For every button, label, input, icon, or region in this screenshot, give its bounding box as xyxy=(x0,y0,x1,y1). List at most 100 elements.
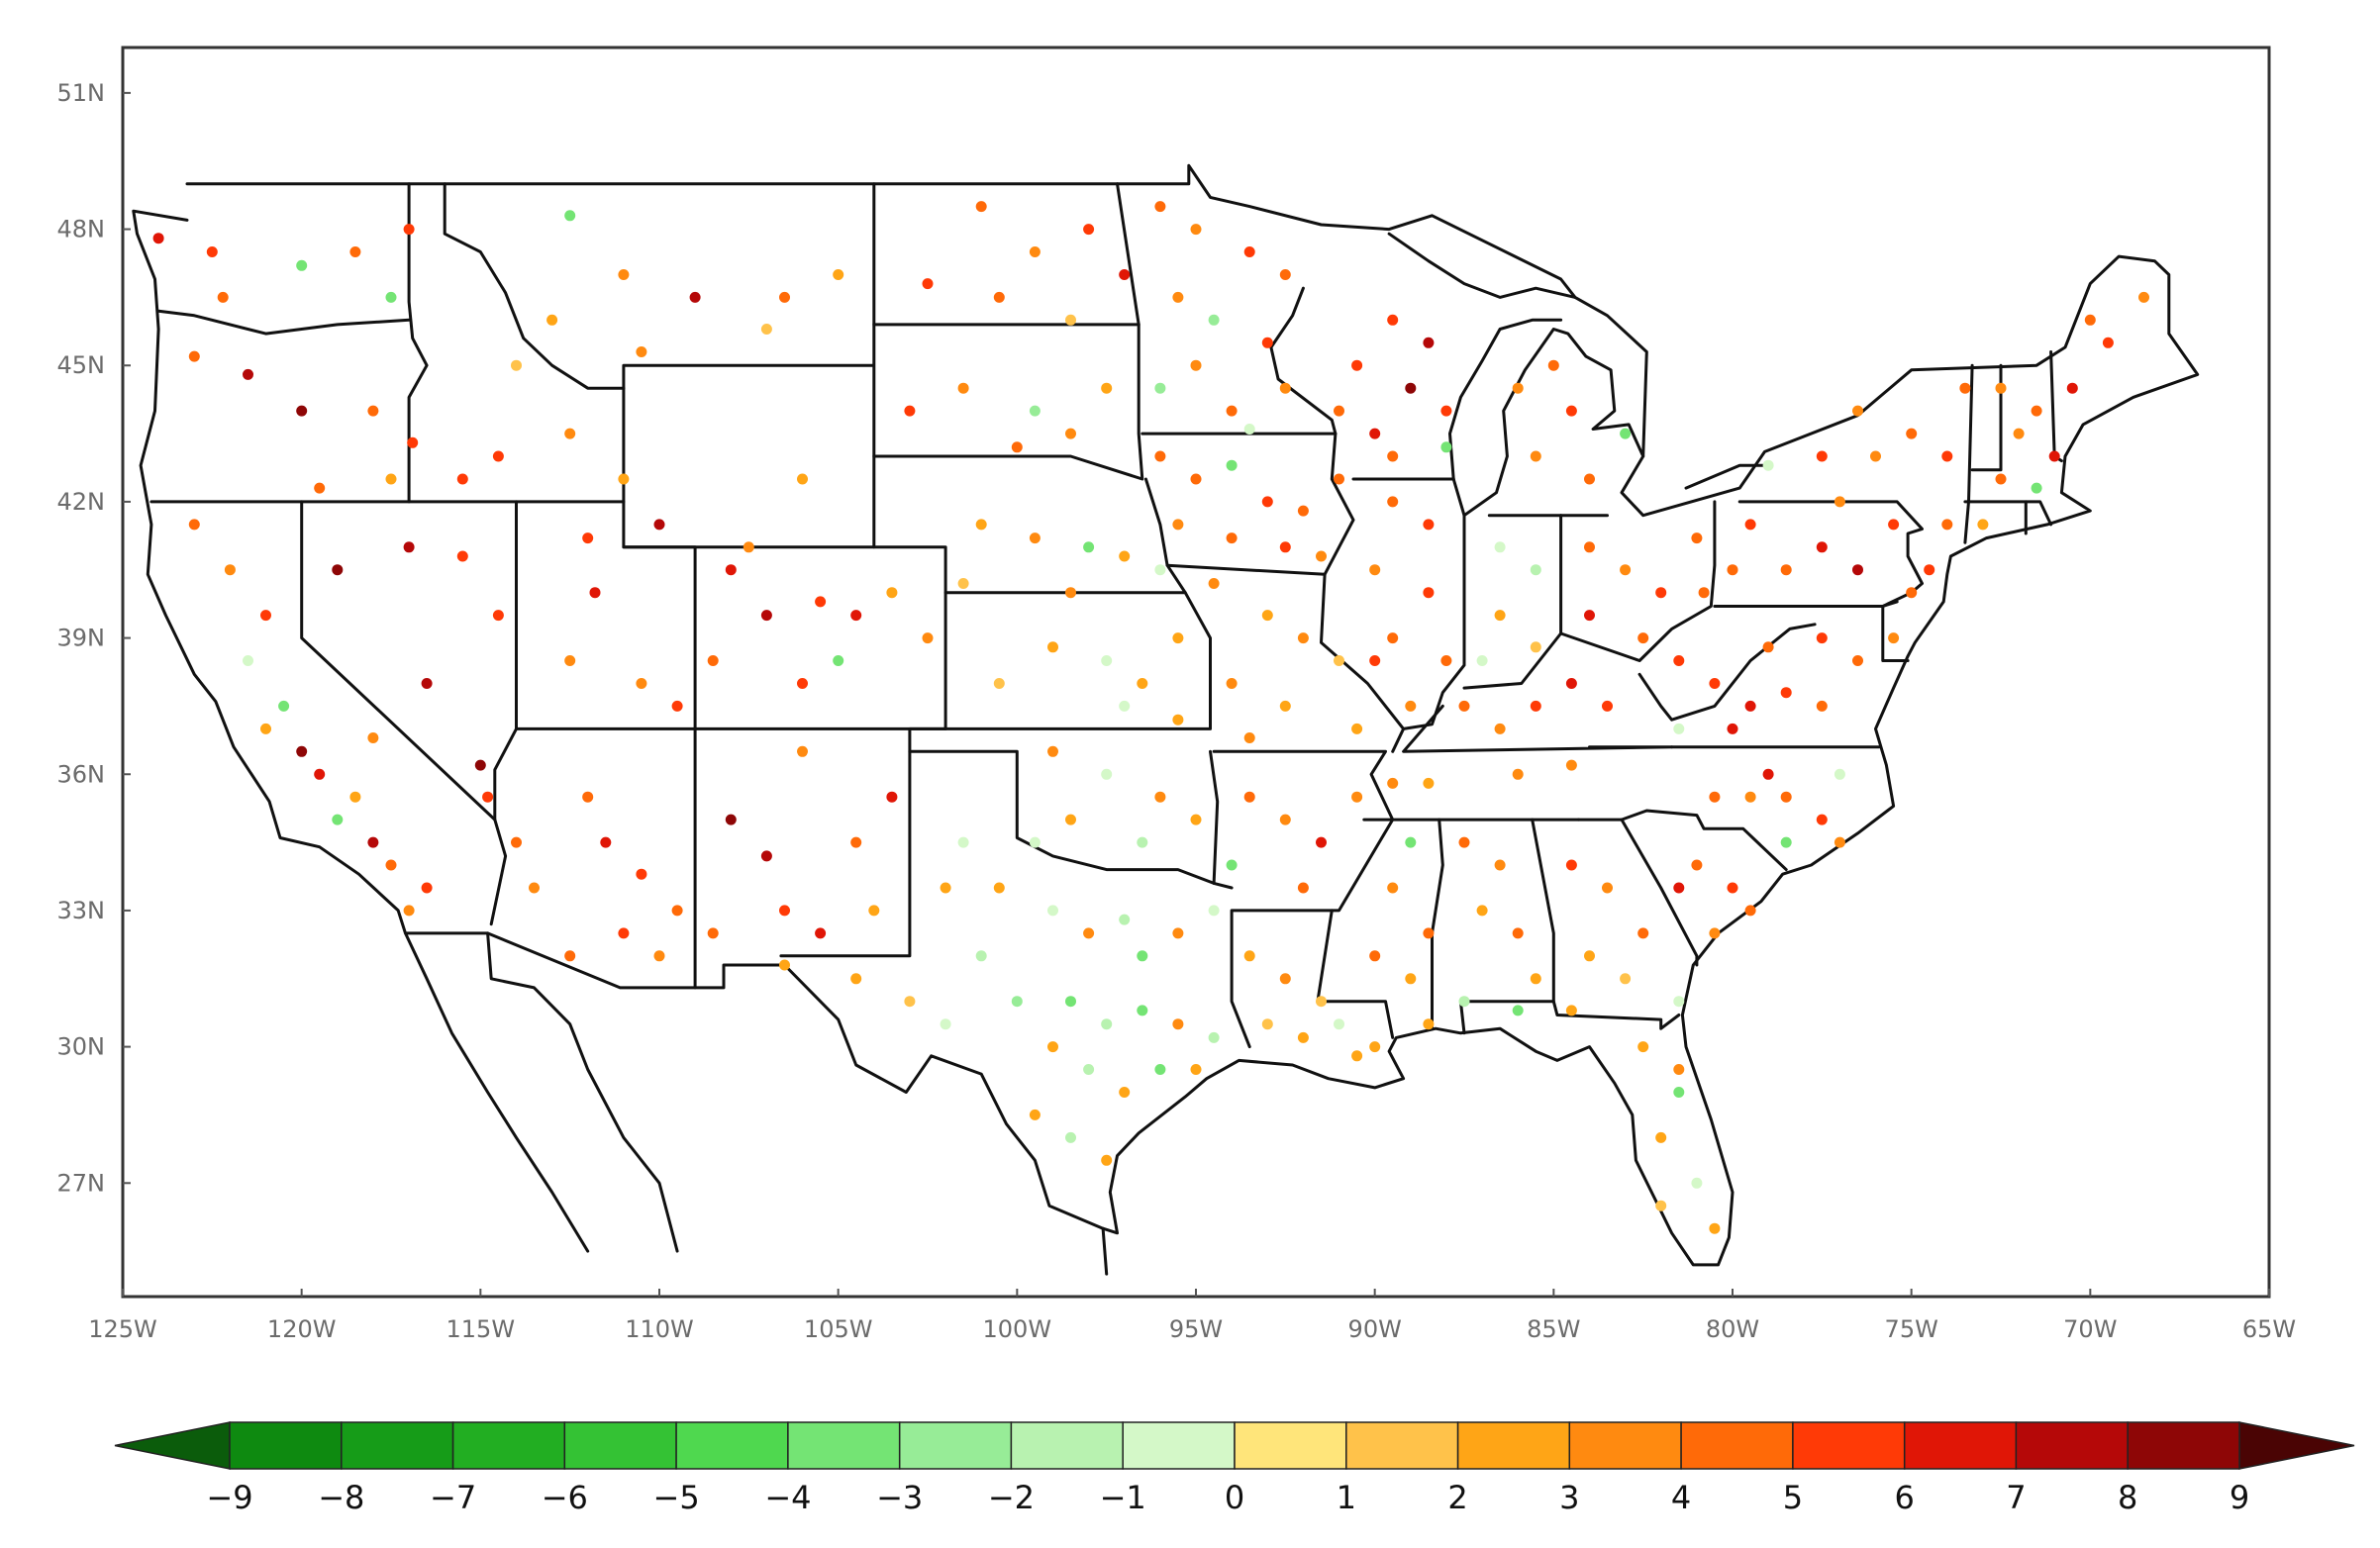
station-marker-227 xyxy=(1780,836,1792,848)
station-marker-186 xyxy=(1334,1018,1344,1030)
boundary-line-10 xyxy=(872,182,1144,481)
station-marker-289 xyxy=(1816,541,1828,553)
boundary-line-8 xyxy=(622,182,876,549)
station-marker-13 xyxy=(385,473,397,485)
boundary-line-20 xyxy=(1209,749,1220,885)
boundary-line-4 xyxy=(407,182,429,504)
colorbar-swatch xyxy=(2127,1421,2240,1470)
station-marker-308 xyxy=(2013,428,2025,439)
station-marker-127 xyxy=(940,882,951,894)
station-marker-72 xyxy=(797,745,808,757)
station-marker-68 xyxy=(779,905,790,917)
station-marker-159 xyxy=(1190,473,1202,485)
station-marker-242 xyxy=(1423,587,1435,599)
lon-tick-label: 85W xyxy=(1527,1315,1580,1343)
station-marker-30 xyxy=(188,519,200,531)
station-markers xyxy=(152,201,2149,1234)
station-marker-59 xyxy=(636,868,647,880)
station-marker-202 xyxy=(1512,1005,1524,1016)
boundary-line-43 xyxy=(1970,363,2003,472)
lon-tick-label: 115W xyxy=(446,1315,516,1343)
station-marker-114 xyxy=(1190,814,1202,825)
station-marker-194 xyxy=(1423,1018,1435,1030)
colorbar-swatch xyxy=(1456,1421,1571,1470)
lon-tick-label: 90W xyxy=(1348,1315,1402,1343)
station-marker-189 xyxy=(1351,1050,1363,1062)
boundary-line-12 xyxy=(300,500,497,822)
station-marker-77 xyxy=(815,596,827,608)
station-marker-217 xyxy=(1691,859,1703,871)
station-marker-302 xyxy=(2031,405,2042,417)
station-marker-212 xyxy=(1655,1131,1667,1143)
station-marker-266 xyxy=(1565,678,1577,689)
station-marker-44 xyxy=(260,723,271,734)
station-marker-276 xyxy=(1744,700,1756,712)
station-marker-230 xyxy=(1387,314,1399,326)
station-marker-33 xyxy=(243,655,253,666)
station-marker-278 xyxy=(1816,700,1828,712)
station-marker-208 xyxy=(1673,996,1685,1008)
boundary-line-46 xyxy=(2024,500,2053,527)
station-marker-123 xyxy=(1137,950,1148,962)
station-marker-0 xyxy=(152,233,164,244)
station-marker-177 xyxy=(1279,814,1291,825)
station-marker-126 xyxy=(975,950,987,962)
colorbar-swatch xyxy=(1680,1421,1794,1470)
station-marker-65 xyxy=(511,836,522,848)
station-marker-151 xyxy=(1208,314,1220,326)
colorbar-swatch xyxy=(675,1421,789,1470)
station-marker-171 xyxy=(1334,655,1344,666)
station-marker-45 xyxy=(332,564,344,576)
station-marker-198 xyxy=(1476,905,1488,917)
station-marker-101 xyxy=(1154,564,1166,576)
station-marker-133 xyxy=(1208,1031,1220,1043)
station-marker-92 xyxy=(1029,405,1041,417)
colorbar-swatch xyxy=(1792,1421,1906,1470)
station-marker-297 xyxy=(1906,428,1918,439)
station-marker-165 xyxy=(1226,532,1238,544)
boundary-line-40 xyxy=(1551,1000,1681,1030)
station-marker-261 xyxy=(1691,532,1703,544)
station-marker-145 xyxy=(940,1018,951,1030)
station-marker-205 xyxy=(1637,927,1649,939)
station-marker-245 xyxy=(1405,700,1417,712)
station-marker-246 xyxy=(1369,655,1381,666)
colorbar-label: 8 xyxy=(2118,1479,2137,1516)
station-marker-104 xyxy=(1047,641,1058,653)
station-marker-235 xyxy=(1369,428,1381,439)
station-marker-157 xyxy=(1243,424,1255,435)
station-marker-37 xyxy=(349,791,361,803)
station-marker-102 xyxy=(957,578,969,589)
station-marker-54 xyxy=(564,655,576,666)
station-marker-267 xyxy=(1602,700,1613,712)
station-marker-225 xyxy=(1816,814,1828,825)
station-marker-215 xyxy=(1655,1200,1667,1211)
station-marker-254 xyxy=(1530,450,1541,462)
station-marker-275 xyxy=(1709,678,1721,689)
station-marker-273 xyxy=(1387,777,1399,789)
station-marker-161 xyxy=(1261,496,1273,508)
station-marker-149 xyxy=(1279,269,1291,280)
boundary-line-24 xyxy=(1320,572,1406,753)
station-marker-130 xyxy=(1101,1018,1113,1030)
station-marker-113 xyxy=(1154,791,1166,803)
station-marker-193 xyxy=(1405,973,1417,985)
colorbar-left-triangle xyxy=(114,1421,231,1470)
station-marker-221 xyxy=(1673,882,1685,894)
lon-tick-label: 70W xyxy=(2063,1315,2117,1343)
latitude-axis: 51N 48N 45N 42N 39N 36N 33N 30N 27N xyxy=(57,79,131,1197)
station-marker-99 xyxy=(1083,541,1095,553)
station-marker-209 xyxy=(1565,1005,1577,1016)
colorbar-swatch xyxy=(229,1421,343,1470)
station-marker-40 xyxy=(421,882,433,894)
colorbar-label: −6 xyxy=(542,1479,588,1516)
station-marker-252 xyxy=(1547,359,1559,371)
station-marker-259 xyxy=(1620,564,1632,576)
station-marker-222 xyxy=(1709,791,1721,803)
colorbar-swatch xyxy=(787,1421,901,1470)
station-marker-270 xyxy=(1512,768,1524,780)
station-marker-253 xyxy=(1565,405,1577,417)
station-marker-284 xyxy=(1888,632,1900,644)
colorbar-right-triangle xyxy=(2238,1421,2355,1470)
station-marker-36 xyxy=(314,768,326,780)
